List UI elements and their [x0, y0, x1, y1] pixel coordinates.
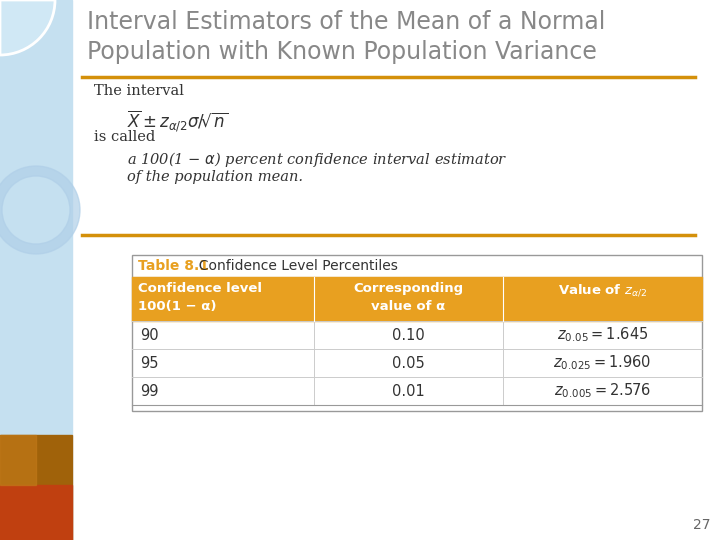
- Text: 0.10: 0.10: [392, 327, 425, 342]
- Text: Corresponding
value of α: Corresponding value of α: [354, 282, 464, 313]
- Text: 27: 27: [693, 518, 710, 532]
- Wedge shape: [0, 0, 55, 55]
- Text: of the population mean.: of the population mean.: [127, 170, 303, 184]
- Text: Table 8.1: Table 8.1: [138, 259, 209, 273]
- Text: is called: is called: [94, 130, 156, 144]
- Bar: [0, 485, 72, 540]
- Bar: [0, 0, 72, 540]
- Text: 99: 99: [140, 383, 158, 399]
- Text: Confidence level
100(1 − α): Confidence level 100(1 − α): [138, 282, 262, 313]
- Text: a 100(1 $-$ $\alpha$) percent confidence interval estimator: a 100(1 $-$ $\alpha$) percent confidence…: [127, 150, 508, 169]
- Bar: [0, 435, 72, 540]
- Text: $\overline{X} \pm z_{\alpha/2}\sigma/\!\sqrt{n}$: $\overline{X} \pm z_{\alpha/2}\sigma/\!\…: [127, 108, 228, 134]
- Text: Value of $z_{\alpha/2}$: Value of $z_{\alpha/2}$: [558, 282, 647, 298]
- Text: 0.01: 0.01: [392, 383, 425, 399]
- Text: The interval: The interval: [94, 84, 184, 98]
- Text: Population with Known Population Variance: Population with Known Population Varianc…: [87, 40, 597, 64]
- Text: Interval Estimators of the Mean of a Normal: Interval Estimators of the Mean of a Nor…: [87, 10, 606, 34]
- Text: $z_{0.025} = 1.960$: $z_{0.025} = 1.960$: [553, 354, 652, 373]
- Text: $z_{0.05} = 1.645$: $z_{0.05} = 1.645$: [557, 326, 648, 345]
- Bar: [132, 277, 702, 321]
- Bar: [0, 435, 36, 485]
- Text: 90: 90: [140, 327, 158, 342]
- Bar: [132, 255, 702, 411]
- Text: 0.05: 0.05: [392, 355, 425, 370]
- Text: $z_{0.005} = 2.576$: $z_{0.005} = 2.576$: [554, 382, 651, 400]
- Text: Confidence Level Percentiles: Confidence Level Percentiles: [190, 259, 398, 273]
- Text: 95: 95: [140, 355, 158, 370]
